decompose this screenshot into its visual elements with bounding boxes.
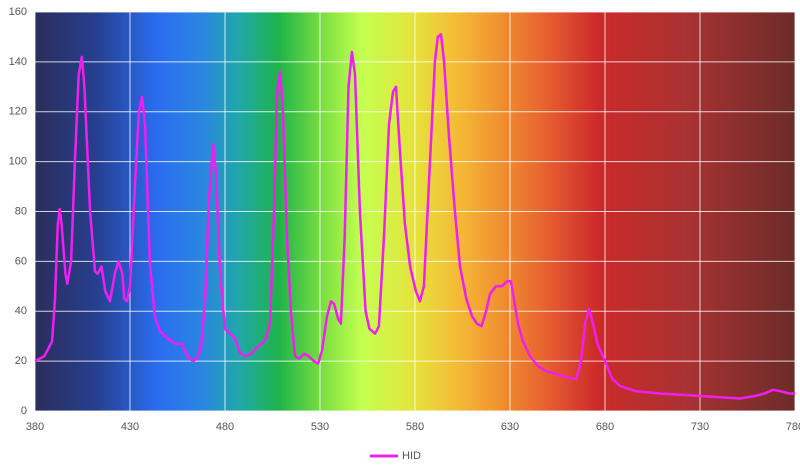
y-tick-label: 20 (15, 355, 27, 367)
y-tick-label: 60 (15, 255, 27, 267)
x-tick-label: 530 (311, 421, 329, 433)
x-tick-label: 480 (216, 421, 234, 433)
x-tick-label: 630 (501, 421, 519, 433)
x-tick-label: 780 (786, 421, 800, 433)
y-tick-label: 120 (9, 106, 27, 118)
y-tick-label: 0 (21, 405, 27, 417)
x-tick-label: 380 (26, 421, 44, 433)
y-tick-label: 40 (15, 305, 27, 317)
y-tick-label: 80 (15, 205, 27, 217)
legend-label: HID (402, 450, 421, 462)
y-tick-label: 100 (9, 156, 27, 168)
x-tick-label: 680 (596, 421, 614, 433)
x-tick-label: 430 (121, 421, 139, 433)
y-tick-label: 160 (9, 6, 27, 18)
x-tick-label: 730 (691, 421, 709, 433)
data-line (34, 33, 795, 400)
y-tick-label: 140 (9, 56, 27, 68)
x-tick-label: 580 (406, 421, 424, 433)
